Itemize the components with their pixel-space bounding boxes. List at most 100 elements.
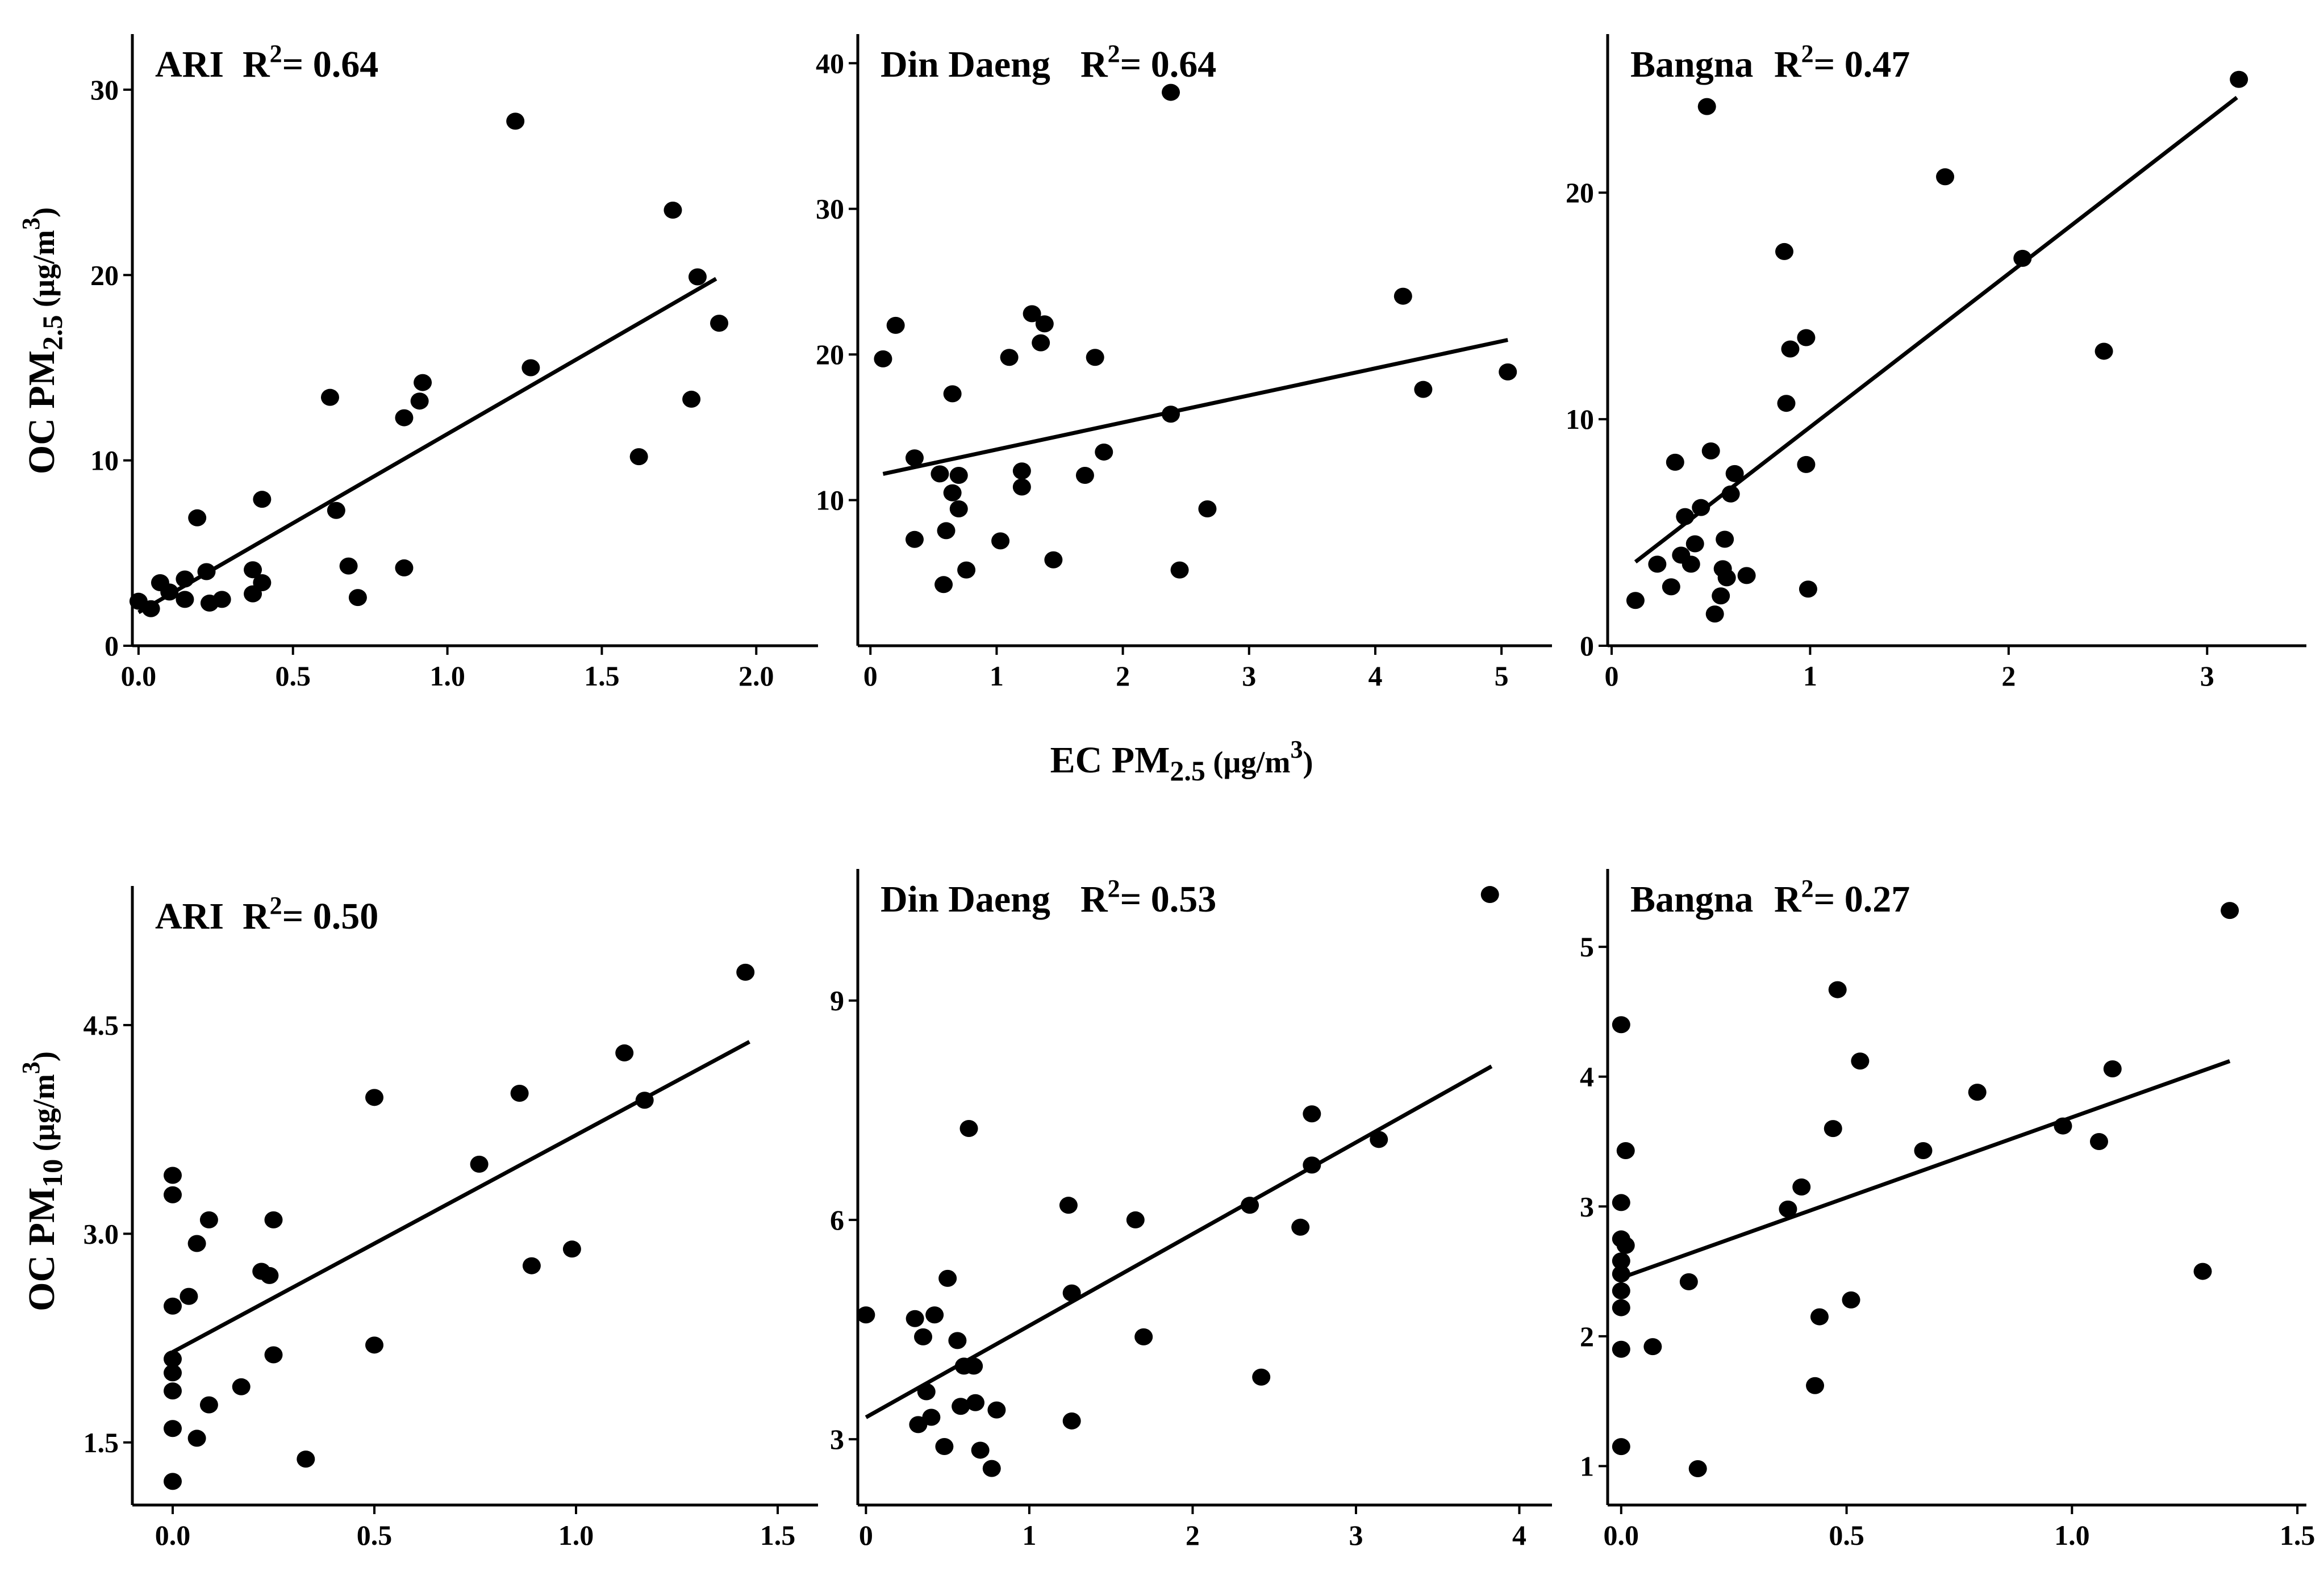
data-point xyxy=(1626,592,1645,609)
x-tick-label: 1.0 xyxy=(2054,1519,2090,1551)
panel-title: ARI xyxy=(155,44,224,85)
data-point xyxy=(1824,1120,1842,1138)
data-point xyxy=(874,350,892,367)
data-point xyxy=(1612,1194,1630,1211)
y-axis-label-pm10: OC PM10 (µg/m3) xyxy=(17,1051,68,1311)
y-tick-label: 10 xyxy=(1566,403,1594,435)
data-point xyxy=(199,1211,218,1228)
data-point xyxy=(197,563,216,580)
data-point xyxy=(1792,1178,1811,1196)
x-axis-label-pm25-sub: 2.5 xyxy=(1170,755,1205,787)
data-point xyxy=(1198,500,1217,517)
data-point xyxy=(164,1382,182,1400)
regression-line xyxy=(137,277,717,615)
data-point xyxy=(327,501,345,519)
data-point xyxy=(905,530,924,548)
y-tick-label: 0 xyxy=(105,630,119,662)
data-point xyxy=(1828,981,1847,998)
data-point xyxy=(943,385,962,403)
data-point xyxy=(1612,1016,1630,1034)
x-tick-label: 5 xyxy=(1495,660,1509,692)
data-point xyxy=(1679,1273,1698,1290)
x-tick-label: 1.5 xyxy=(584,660,620,692)
data-point xyxy=(688,268,707,286)
x-tick-label: 0.5 xyxy=(1829,1519,1864,1551)
x-tick-label: 1.0 xyxy=(429,660,465,692)
data-point xyxy=(1781,340,1800,358)
data-point xyxy=(1134,1328,1153,1345)
data-point xyxy=(470,1155,489,1173)
data-point xyxy=(736,963,755,981)
y-axis-label-pm25-sub: 2.5 xyxy=(36,315,68,350)
data-point xyxy=(348,589,367,607)
r-squared-sup: 2 xyxy=(270,40,282,68)
data-point xyxy=(1032,334,1050,352)
data-point xyxy=(2221,902,2239,919)
data-point xyxy=(1612,1282,1630,1299)
y-tick-label: 10 xyxy=(90,445,119,476)
data-point xyxy=(1612,1252,1630,1270)
data-point xyxy=(948,1332,967,1349)
data-point xyxy=(562,1240,581,1258)
x-tick-label: 0 xyxy=(859,1519,873,1551)
data-point xyxy=(297,1451,315,1468)
x-tick-label: 0.0 xyxy=(1604,1519,1639,1551)
data-point xyxy=(886,316,905,334)
data-point xyxy=(2013,249,2032,267)
data-point xyxy=(188,509,207,526)
r-squared-symbol: R xyxy=(1080,44,1108,85)
x-axis-label-pm25: EC PM2.5 (µg/m3) xyxy=(1050,735,1313,787)
regression-line xyxy=(172,1040,750,1354)
r-squared-sup: 2 xyxy=(1108,875,1120,902)
data-point xyxy=(1616,1142,1635,1159)
data-point xyxy=(1662,578,1680,596)
data-point xyxy=(710,315,729,332)
data-point xyxy=(1075,466,1094,484)
y-axis-label-pm10-unit: (µg/m xyxy=(27,1074,61,1159)
data-point xyxy=(857,1306,875,1324)
data-point xyxy=(395,559,414,576)
data-point xyxy=(1095,443,1113,461)
data-point xyxy=(1688,1460,1707,1477)
data-point xyxy=(510,1084,529,1102)
data-point xyxy=(1252,1368,1271,1386)
data-point xyxy=(1044,551,1063,569)
data-point xyxy=(395,409,414,427)
data-point xyxy=(414,374,432,391)
r-squared-value: = 0.64 xyxy=(1120,44,1217,85)
data-point xyxy=(1692,499,1710,516)
x-tick-label: 2.0 xyxy=(738,660,774,692)
data-point xyxy=(164,1297,182,1315)
data-point xyxy=(410,392,429,410)
regression-line xyxy=(1634,95,2238,564)
y-tick-label: 3 xyxy=(1580,1190,1594,1222)
regression-line xyxy=(882,338,1508,476)
data-point xyxy=(260,1266,279,1284)
regression-line xyxy=(1620,1059,2231,1280)
r-squared-sup: 2 xyxy=(1108,40,1120,68)
data-point xyxy=(180,1288,198,1305)
data-point xyxy=(2230,70,2248,88)
data-point xyxy=(664,202,682,219)
data-point xyxy=(2054,1117,2072,1135)
data-point xyxy=(957,561,976,579)
data-point xyxy=(1126,1211,1145,1228)
y-tick-label: 4.5 xyxy=(84,1009,119,1041)
panel-title: ARI xyxy=(155,896,224,937)
data-point xyxy=(925,1306,944,1324)
x-tick-label: 4 xyxy=(1368,660,1382,692)
data-point xyxy=(1779,1200,1797,1218)
r-squared-sup: 2 xyxy=(1801,875,1814,902)
data-point xyxy=(949,500,968,517)
x-axis-label-pm25-main: EC PM xyxy=(1050,739,1170,781)
data-point xyxy=(1810,1308,1829,1326)
r-squared-symbol: R xyxy=(1080,879,1108,920)
data-point xyxy=(1806,1377,1825,1394)
data-point xyxy=(1721,485,1740,503)
panel-title: Bangna xyxy=(1630,879,1753,920)
x-tick-label: 1.0 xyxy=(558,1519,594,1551)
data-point xyxy=(2193,1263,2212,1280)
data-point xyxy=(991,532,1010,550)
data-point xyxy=(212,591,231,608)
x-tick-label: 3 xyxy=(2200,660,2214,692)
